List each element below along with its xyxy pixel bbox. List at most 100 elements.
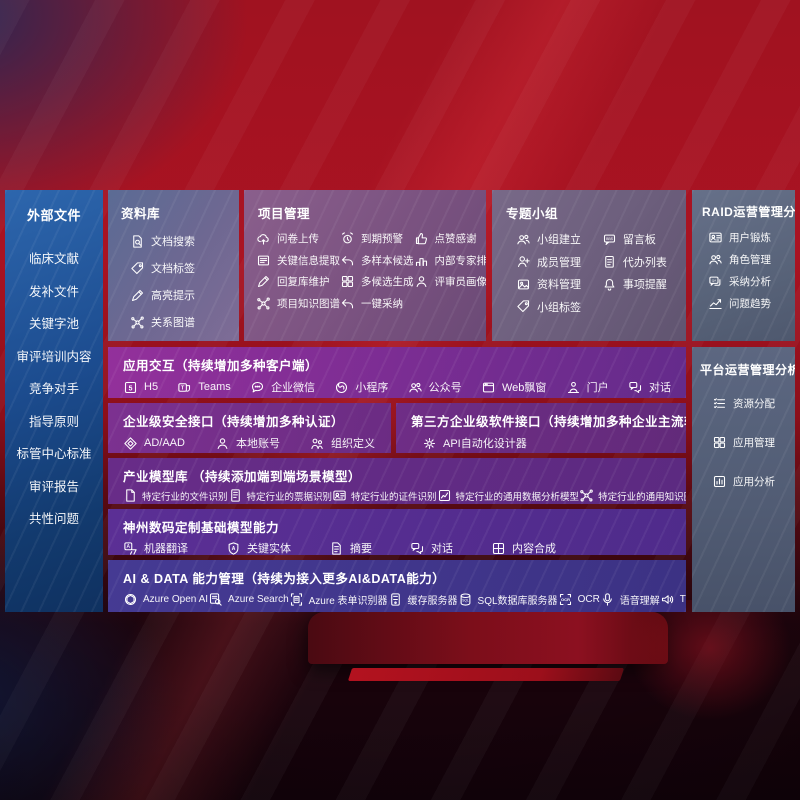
feature-item[interactable]: 对话 [410, 540, 453, 555]
sidebar-item[interactable]: 临床文献 [5, 248, 103, 267]
feature-item[interactable]: 特定行业的通用知识图谱模型 [579, 488, 686, 503]
person-icon [414, 274, 429, 289]
feature-item[interactable]: 代办列表 [602, 254, 680, 270]
bell-icon [602, 277, 617, 292]
feature-item[interactable]: 高亮提示 [130, 284, 239, 306]
svg-text:QA: QA [712, 279, 717, 283]
sidebar-item[interactable]: 共性问题 [5, 508, 103, 527]
data-chart-icon [437, 488, 452, 503]
feature-label: 特定行业的通用知识图谱模型 [598, 491, 686, 503]
feature-item[interactable]: 小程序 [334, 379, 388, 395]
feature-label: H5 [144, 381, 159, 393]
feature-label: 关键信息提取 [277, 254, 340, 267]
feature-item[interactable]: 到期预警 [340, 231, 414, 246]
feature-item[interactable]: 关系图谱 [130, 311, 239, 333]
panel-title: AI & DATA 能力管理（持续为接入更多AI&DATA能力） [123, 572, 446, 586]
feature-item[interactable]: 特定行业的票据识别 [228, 488, 332, 503]
feature-item[interactable]: BBS 留言板 [602, 231, 680, 247]
sidebar-item[interactable]: 发补文件 [5, 281, 103, 300]
feature-item[interactable]: A 机器翻译 [123, 540, 188, 555]
sidebar-item[interactable]: 审评培训内容 [5, 346, 103, 365]
feature-item[interactable]: 点赞感谢 [414, 231, 487, 246]
feature-item[interactable]: 公众号 [408, 379, 462, 395]
feature-label: 一键采纳 [361, 297, 403, 310]
feature-item[interactable]: 成员管理 [516, 254, 602, 270]
feature-item[interactable]: 企业微信 [250, 379, 315, 395]
feature-item[interactable]: 项目知识图谱 [256, 296, 340, 311]
feature-item[interactable]: AD/AAD [123, 436, 185, 451]
feature-item[interactable]: 小组建立 [516, 231, 602, 247]
feature-item[interactable]: 事项提醒 [602, 276, 680, 292]
sidebar-item[interactable]: 标管中心标准 [5, 443, 103, 462]
panel-topic-groups: 专题小组 小组建立 BBS 留言板 成员管理 代办列表 资料管理 事项提醒 小组标签 [492, 190, 686, 341]
panel-ai-data: AI & DATA 能力管理（持续为接入更多AI&DATA能力） Azure O… [108, 560, 686, 612]
sidebar-item[interactable]: 指导原则 [5, 411, 103, 430]
sidebar-item[interactable]: 关键字池 [5, 313, 103, 332]
feature-item[interactable]: Azure Open AI [123, 592, 208, 607]
feature-label: 门户 [586, 382, 609, 394]
feature-item[interactable]: 一键采纳 [340, 296, 414, 311]
feature-item[interactable]: 本地账号 [215, 435, 280, 451]
feature-item[interactable]: 多样本候选 [340, 253, 414, 268]
feature-item[interactable]: 回复库维护 [256, 274, 340, 289]
feature-item[interactable]: 特定行业的文件识别 [123, 488, 228, 503]
photo-icon [516, 277, 531, 292]
svg-text:A: A [127, 544, 131, 550]
feature-item[interactable]: 特定行业的通用数据分析模型 [437, 488, 579, 503]
feature-item[interactable]: 门户 [566, 379, 609, 395]
feature-item[interactable]: 资料管理 [516, 276, 602, 292]
feature-item[interactable]: 应用管理 [712, 435, 795, 450]
doc-extract-icon [256, 253, 271, 268]
sidebar-item[interactable]: 审评报告 [5, 476, 103, 495]
feature-item[interactable]: 对话 [628, 379, 671, 395]
feature-item[interactable]: OCR OCR [558, 592, 600, 607]
feature-item[interactable]: 缓存服务器 [388, 592, 458, 607]
feature-label: 资料管理 [537, 279, 581, 291]
feature-item[interactable]: 内容合成 [491, 540, 556, 555]
feature-item[interactable]: 文档搜索 [130, 230, 239, 252]
feature-item[interactable]: API自动化设计器 [422, 435, 527, 451]
feature-label: 小组建立 [537, 234, 581, 246]
feature-item[interactable]: 小组标签 [516, 299, 602, 315]
feature-item[interactable]: 5 H5 [123, 380, 158, 395]
feature-item[interactable]: 问卷上传 [256, 231, 340, 246]
feature-item[interactable]: 文档分类 [130, 338, 239, 341]
feature-item[interactable]: Web飘窗 [481, 379, 546, 395]
feature-item[interactable]: 语音理解 [600, 592, 660, 607]
alarm-icon [340, 231, 355, 246]
feature-item[interactable]: 组织定义 [310, 435, 375, 451]
panel-app-interaction: 应用交互（持续增加多种客户端） 5 H5 T Teams 企业微信 小程序 公众号 Web飘窗… [108, 347, 686, 398]
feature-label: 角色管理 [729, 254, 771, 266]
feature-item[interactable]: 应用分析 [712, 474, 795, 489]
feature-item[interactable]: TTS [660, 592, 686, 607]
feature-item[interactable]: 资源分配 [712, 396, 795, 411]
trend-icon [708, 296, 723, 311]
feature-item[interactable]: 用户锻炼 [708, 230, 795, 245]
sidebar-items: 临床文献发补文件关键字池审评培训内容 竞争对手指导原则标管中心标准 审评报告共性问题 [5, 248, 103, 527]
feature-item[interactable]: 关键信息提取 [256, 253, 340, 268]
feature-item[interactable]: 文档标签 [130, 257, 239, 279]
receipt-icon [228, 488, 243, 503]
feature-item[interactable]: 内部专家排名 [414, 253, 486, 268]
api-gear-icon [422, 436, 437, 451]
feature-label: 多候选生成 [361, 276, 414, 288]
feature-item[interactable]: Azure Search [208, 592, 289, 607]
feature-item[interactable]: 问题趋势 [708, 296, 795, 311]
feature-item[interactable]: 评审员画像 [414, 274, 486, 289]
feature-item[interactable]: A 关键实体 [226, 540, 291, 555]
sidebar-item[interactable]: 竞争对手 [5, 378, 103, 397]
feature-item[interactable]: QA 采纳分析 [708, 274, 795, 289]
panel-title: 产业模型库 （持续添加端到端场景模型） [123, 470, 361, 484]
graph-icon [256, 296, 271, 311]
feature-item[interactable]: T Teams [177, 380, 231, 395]
feature-item[interactable]: Azure 表单识别器 [289, 592, 388, 607]
feature-item[interactable]: 特定行业的证件识别 [332, 488, 437, 503]
feature-item[interactable]: 角色管理 [708, 252, 795, 267]
doc-search-icon [130, 234, 145, 249]
panel-title: RAID运营管理分析 [702, 205, 795, 219]
feature-item[interactable]: 摘要 [329, 540, 372, 555]
feature-item[interactable]: 多候选生成 [340, 274, 414, 289]
feature-label: TTS [679, 594, 686, 605]
feature-item[interactable]: SQL SQL数据库服务器 [458, 592, 558, 607]
